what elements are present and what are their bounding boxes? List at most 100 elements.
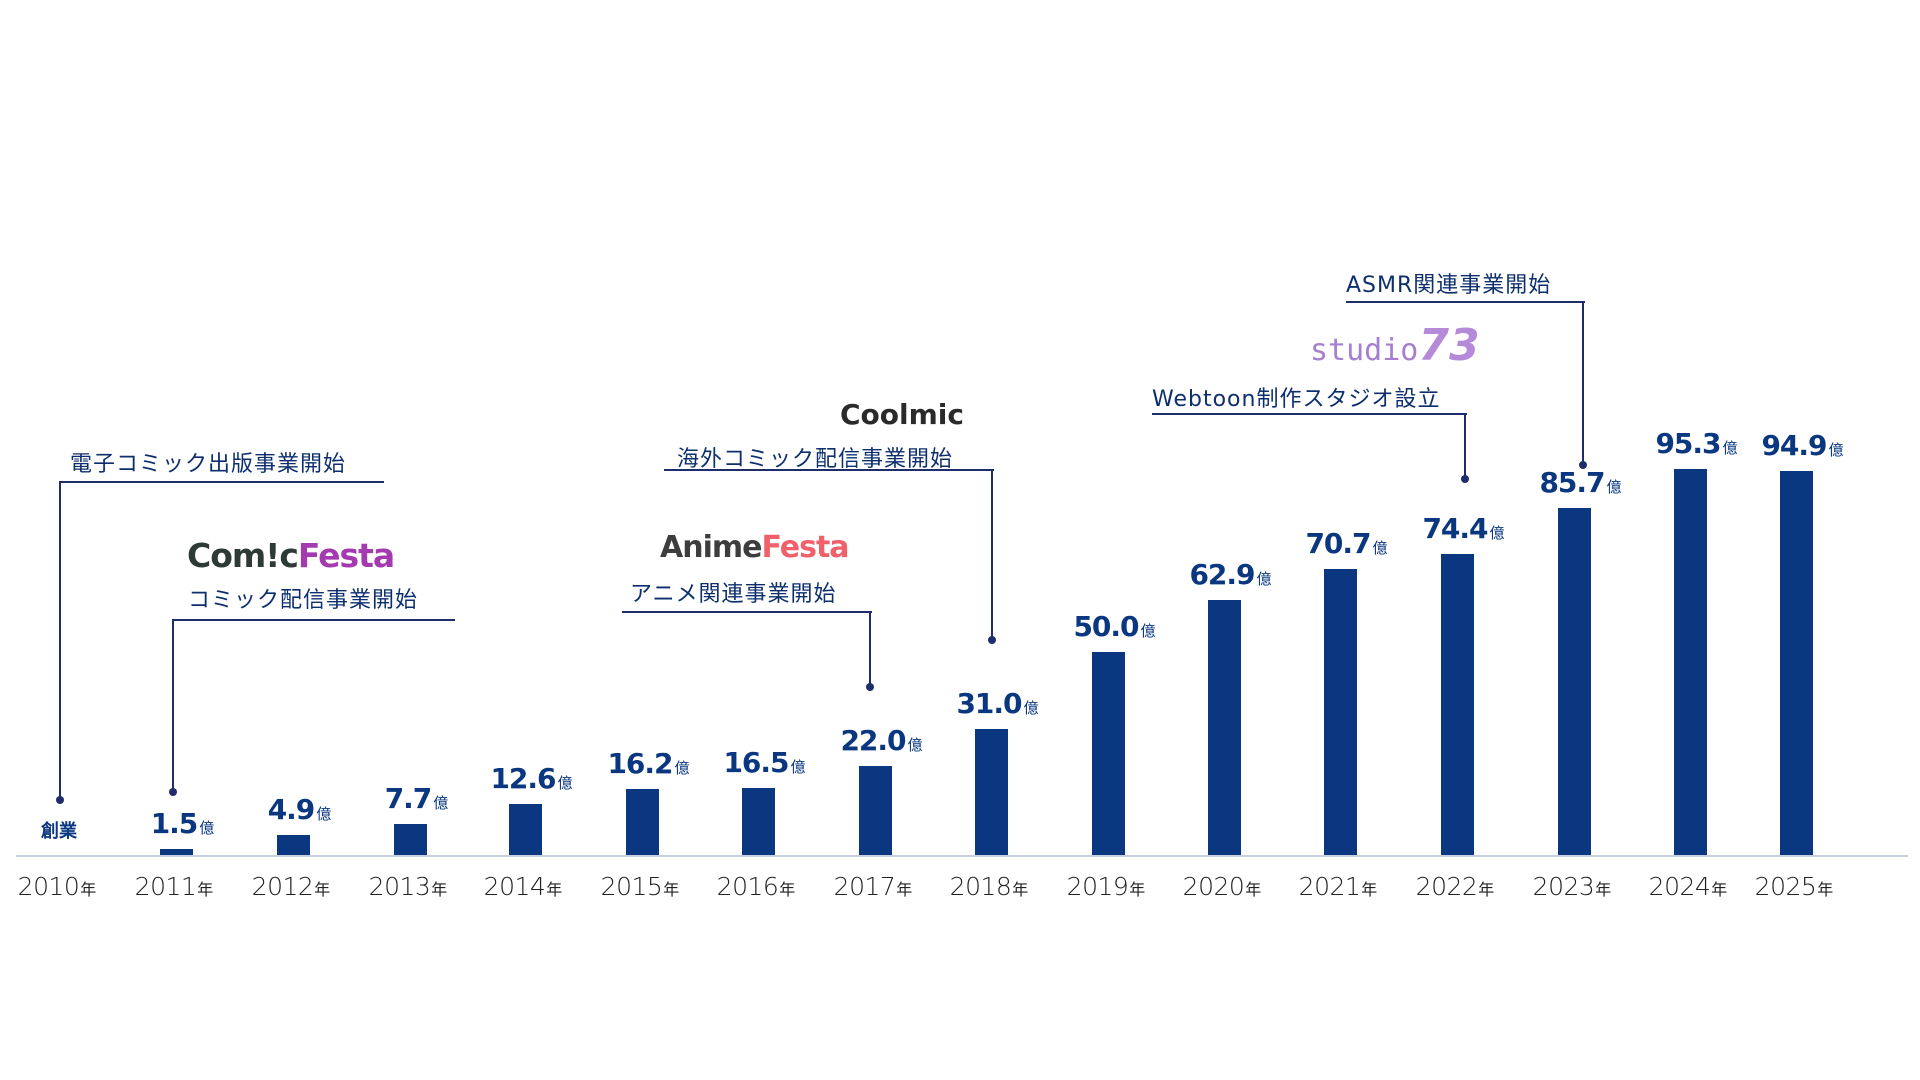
callout-2018-hline (664, 469, 994, 471)
comicfesta-logo: Com!cFesta (187, 536, 395, 575)
callout-2022-vline (1464, 413, 1466, 479)
value-number: 31.0 (956, 687, 1022, 720)
year-number: 2025 (1754, 872, 1817, 901)
bar-2023 (1557, 508, 1591, 855)
callout-2018-text: 海外コミック配信事業開始 (677, 447, 954, 472)
year-suffix: 年 (1817, 880, 1834, 899)
value-number: 7.7 (384, 782, 433, 815)
value-number: 95.3 (1655, 427, 1721, 460)
value-unit: 億 (557, 774, 573, 792)
bar-2022 (1440, 554, 1474, 855)
callout-2010-vline (59, 481, 61, 800)
year-number: 2022 (1415, 872, 1478, 901)
x-axis-label-2023: 2023年 (1533, 872, 1612, 901)
studio73-logo-part2: 73 (1418, 320, 1480, 371)
value-number: 1.5 (150, 807, 199, 840)
year-suffix: 年 (1361, 880, 1378, 899)
year-suffix: 年 (663, 880, 680, 899)
bar-2013 (393, 824, 427, 855)
value-label-2021: 70.7 億 (1305, 527, 1388, 560)
bar-2012 (276, 835, 310, 855)
bar-2020 (1207, 600, 1241, 855)
bar-2019 (1091, 652, 1125, 855)
x-axis-label-2016: 2016年 (717, 872, 796, 901)
year-suffix: 年 (197, 880, 214, 899)
value-label-2019: 50.0 億 (1073, 610, 1156, 643)
x-axis-label-2021: 2021年 (1299, 872, 1378, 901)
x-axis-label-2017: 2017年 (834, 872, 913, 901)
bar-2016 (741, 788, 775, 855)
value-unit: 億 (433, 794, 448, 812)
bar-2025 (1779, 471, 1813, 855)
x-axis-label-2012: 2012年 (252, 872, 331, 901)
value-unit: 億 (1023, 699, 1039, 717)
callout-2017-text: アニメ関連事業開始 (630, 582, 837, 607)
x-axis-label-2025: 2025年 (1755, 872, 1834, 901)
value-unit: 億 (1489, 524, 1505, 542)
x-axis-baseline (16, 855, 1908, 857)
founding-label: 創業 (41, 821, 77, 842)
value-label-2016: 16.5 億 (723, 746, 806, 779)
x-axis-label-2011: 2011年 (135, 872, 214, 901)
callout-2010-text: 電子コミック出版事業開始 (70, 452, 347, 477)
year-suffix: 年 (1129, 880, 1146, 899)
value-unit: 億 (790, 758, 806, 776)
studio73-logo: studio73 (1310, 320, 1480, 371)
value-label-2011: 1.5 億 (150, 807, 215, 840)
value-number: 22.0 (840, 724, 906, 757)
callout-2023-vline (1582, 301, 1584, 465)
x-axis-label-2014: 2014年 (484, 872, 563, 901)
coolmic-logo: Coolmic (840, 398, 964, 431)
value-unit: 億 (907, 736, 923, 754)
year-number: 2012 (251, 872, 314, 901)
value-number: 62.9 (1189, 558, 1255, 591)
x-axis-label-2022: 2022年 (1416, 872, 1495, 901)
callout-2017-vline (869, 611, 871, 687)
year-number: 2024 (1648, 872, 1711, 901)
year-suffix: 年 (1711, 880, 1728, 899)
value-number: 16.5 (723, 746, 789, 779)
callout-2010-hline (60, 481, 384, 483)
callout-2011-vline (172, 619, 174, 792)
value-label-2018: 31.0 億 (956, 687, 1039, 720)
animefesta-logo-part1: Anime (660, 530, 762, 565)
value-number: 4.9 (267, 793, 316, 826)
value-label-2015: 16.2 億 (607, 747, 689, 780)
value-label-2013: 7.7 億 (384, 782, 449, 815)
value-unit: 億 (316, 805, 331, 823)
year-suffix: 年 (779, 880, 796, 899)
year-suffix: 年 (546, 880, 563, 899)
callout-2023-text: ASMR関連事業開始 (1346, 273, 1552, 298)
year-suffix: 年 (1478, 880, 1495, 899)
value-number: 70.7 (1305, 527, 1371, 560)
year-suffix: 年 (1012, 880, 1029, 899)
comicfesta-logo-part1: Com!c (187, 536, 299, 575)
year-suffix: 年 (80, 880, 97, 899)
value-label-2024: 95.3 億 (1655, 427, 1737, 460)
value-label-2012: 4.9 億 (267, 793, 332, 826)
comicfesta-logo-part2: Festa (297, 536, 395, 575)
callout-2022-dot (1461, 475, 1469, 483)
callout-2023-dot (1579, 461, 1587, 469)
bar-2021 (1323, 569, 1357, 855)
year-number: 2014 (483, 872, 546, 901)
callout-2018-vline (991, 469, 993, 640)
value-unit: 億 (1140, 622, 1156, 640)
callout-2017-hline (622, 611, 872, 613)
value-unit: 億 (1372, 539, 1388, 557)
callout-2018-dot (988, 636, 996, 644)
callout-2011-hline (173, 619, 455, 621)
year-suffix: 年 (314, 880, 331, 899)
x-axis-label-2018: 2018年 (950, 872, 1029, 901)
value-label-2014: 12.6 億 (490, 762, 573, 795)
value-unit: 億 (1256, 570, 1272, 588)
bar-2015 (625, 789, 659, 855)
year-number: 2015 (600, 872, 663, 901)
year-suffix: 年 (1245, 880, 1262, 899)
year-number: 2016 (716, 872, 779, 901)
year-number: 2021 (1298, 872, 1361, 901)
callout-2011-dot (169, 788, 177, 796)
value-number: 94.9 (1761, 429, 1827, 462)
bar-2017 (858, 766, 892, 855)
